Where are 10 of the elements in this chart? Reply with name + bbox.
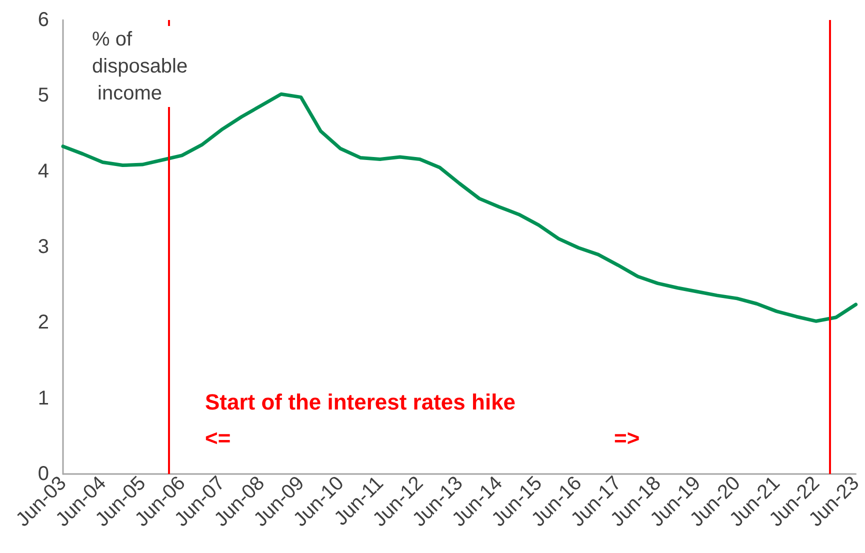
- y-tick-label: 2: [38, 312, 49, 334]
- y-tick-label: 5: [38, 84, 49, 107]
- y-tick-label: 1: [38, 387, 49, 410]
- annotation: <=: [205, 426, 231, 450]
- y-tick-label: 4: [38, 160, 49, 182]
- y-tick-label: 6: [38, 9, 49, 31]
- y-tick-label: 3: [38, 236, 49, 258]
- annotation: % of disposable income: [92, 28, 188, 104]
- annotation: =>: [614, 426, 640, 450]
- annotation: Start of the interest rates hike: [205, 390, 516, 414]
